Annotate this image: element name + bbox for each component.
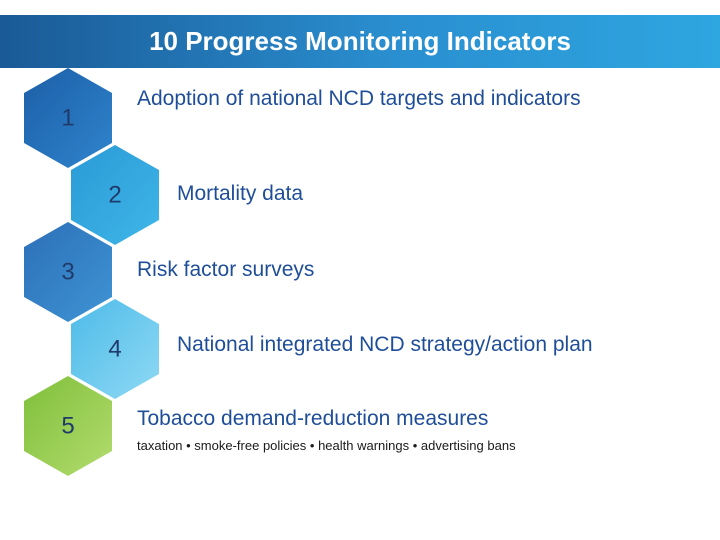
item-label: Risk factor surveys [137,258,315,281]
hexagon [24,376,112,476]
item-label: National integrated NCD strategy/action … [177,333,593,356]
hexagon [71,299,159,399]
hexagon [24,68,112,168]
item-number: 4 [108,335,121,362]
item-number: 2 [108,181,121,208]
item-label: Mortality data [177,182,304,205]
item-number: 5 [61,412,74,439]
item-number: 3 [61,258,74,285]
item-detail: taxation • smoke-free policies • health … [137,438,516,453]
item-label: Adoption of national NCD targets and ind… [137,87,581,110]
header-banner [0,15,720,68]
hexagon [71,145,159,245]
item-label: Tobacco demand-reduction measures [137,407,489,430]
hexagon [24,222,112,322]
slide-title: 10 Progress Monitoring Indicators [149,26,571,56]
item-number: 1 [61,104,74,131]
